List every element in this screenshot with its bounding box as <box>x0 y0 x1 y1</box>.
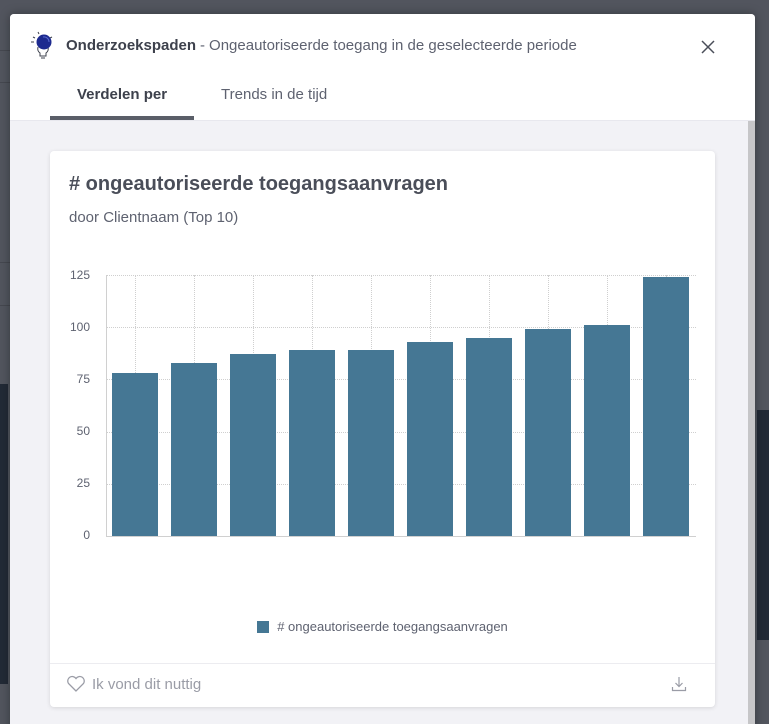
legend-swatch <box>257 620 270 633</box>
y-tick: 25 <box>76 476 90 490</box>
background-panel <box>757 410 769 640</box>
y-tick: 50 <box>76 424 90 438</box>
chart-title: # ongeautoriseerde toegangsaanvragen <box>69 173 449 195</box>
grid-line <box>106 432 696 433</box>
chart-subtitle: door Clientnaam (Top 10) <box>69 209 239 226</box>
close-icon[interactable] <box>699 38 717 56</box>
heart-icon <box>67 675 85 692</box>
y-tick: 100 <box>69 320 90 334</box>
chart-legend: # ongeautoriseerde toegangsaanvragen <box>50 619 715 634</box>
bar[interactable] <box>407 342 453 536</box>
like-button[interactable]: Ik vond dit nuttig <box>66 675 201 693</box>
bar[interactable] <box>643 277 689 536</box>
bar[interactable] <box>348 350 394 536</box>
background-divider <box>0 262 10 263</box>
bar[interactable] <box>112 373 158 536</box>
grid-line <box>106 379 696 380</box>
modal-tabs: Verdelen per Trends in de tijd <box>50 82 354 120</box>
modal-content: # ongeautoriseerde toegangsaanvragen doo… <box>10 121 755 724</box>
bar[interactable] <box>171 363 217 536</box>
bar[interactable] <box>230 354 276 536</box>
grid-line <box>106 275 696 276</box>
y-tick: 125 <box>69 268 90 282</box>
scrollbar[interactable] <box>748 121 755 724</box>
bar-chart: 125 100 75 50 25 0 <box>50 251 715 551</box>
card-footer: Ik vond dit nuttig <box>50 663 715 707</box>
chart-card: # ongeautoriseerde toegangsaanvragen doo… <box>50 151 715 707</box>
tab-verdelen-per[interactable]: Verdelen per <box>50 82 195 120</box>
y-tick: 75 <box>76 372 90 386</box>
research-paths-modal: Onderzoekspaden - Ongeautoriseerde toega… <box>10 14 755 724</box>
like-label: Ik vond dit nuttig <box>92 675 202 693</box>
background-divider <box>0 305 10 306</box>
bar[interactable] <box>289 350 335 536</box>
background-divider <box>0 50 10 51</box>
y-tick: 0 <box>83 528 90 542</box>
grid-line <box>106 484 696 485</box>
bar[interactable] <box>584 325 630 536</box>
download-icon[interactable] <box>671 676 687 692</box>
modal-title-main: Onderzoekspaden <box>66 36 197 54</box>
legend-label: # ongeautoriseerde toegangsaanvragen <box>277 619 508 634</box>
bar[interactable] <box>525 329 571 536</box>
modal-title: Onderzoekspaden - Ongeautoriseerde toega… <box>30 31 577 59</box>
grid-line <box>106 327 696 328</box>
y-axis <box>106 275 107 537</box>
x-axis <box>106 536 696 537</box>
lightbulb-icon <box>31 31 53 59</box>
modal-header: Onderzoekspaden - Ongeautoriseerde toega… <box>10 14 755 121</box>
tab-trends-in-de-tijd[interactable]: Trends in de tijd <box>221 86 328 103</box>
modal-title-description: Ongeautoriseerde toegang in de geselecte… <box>209 36 577 54</box>
bar[interactable] <box>466 338 512 536</box>
background-divider <box>0 82 10 83</box>
modal-title-separator: - <box>200 36 206 54</box>
background-panel <box>0 384 8 684</box>
